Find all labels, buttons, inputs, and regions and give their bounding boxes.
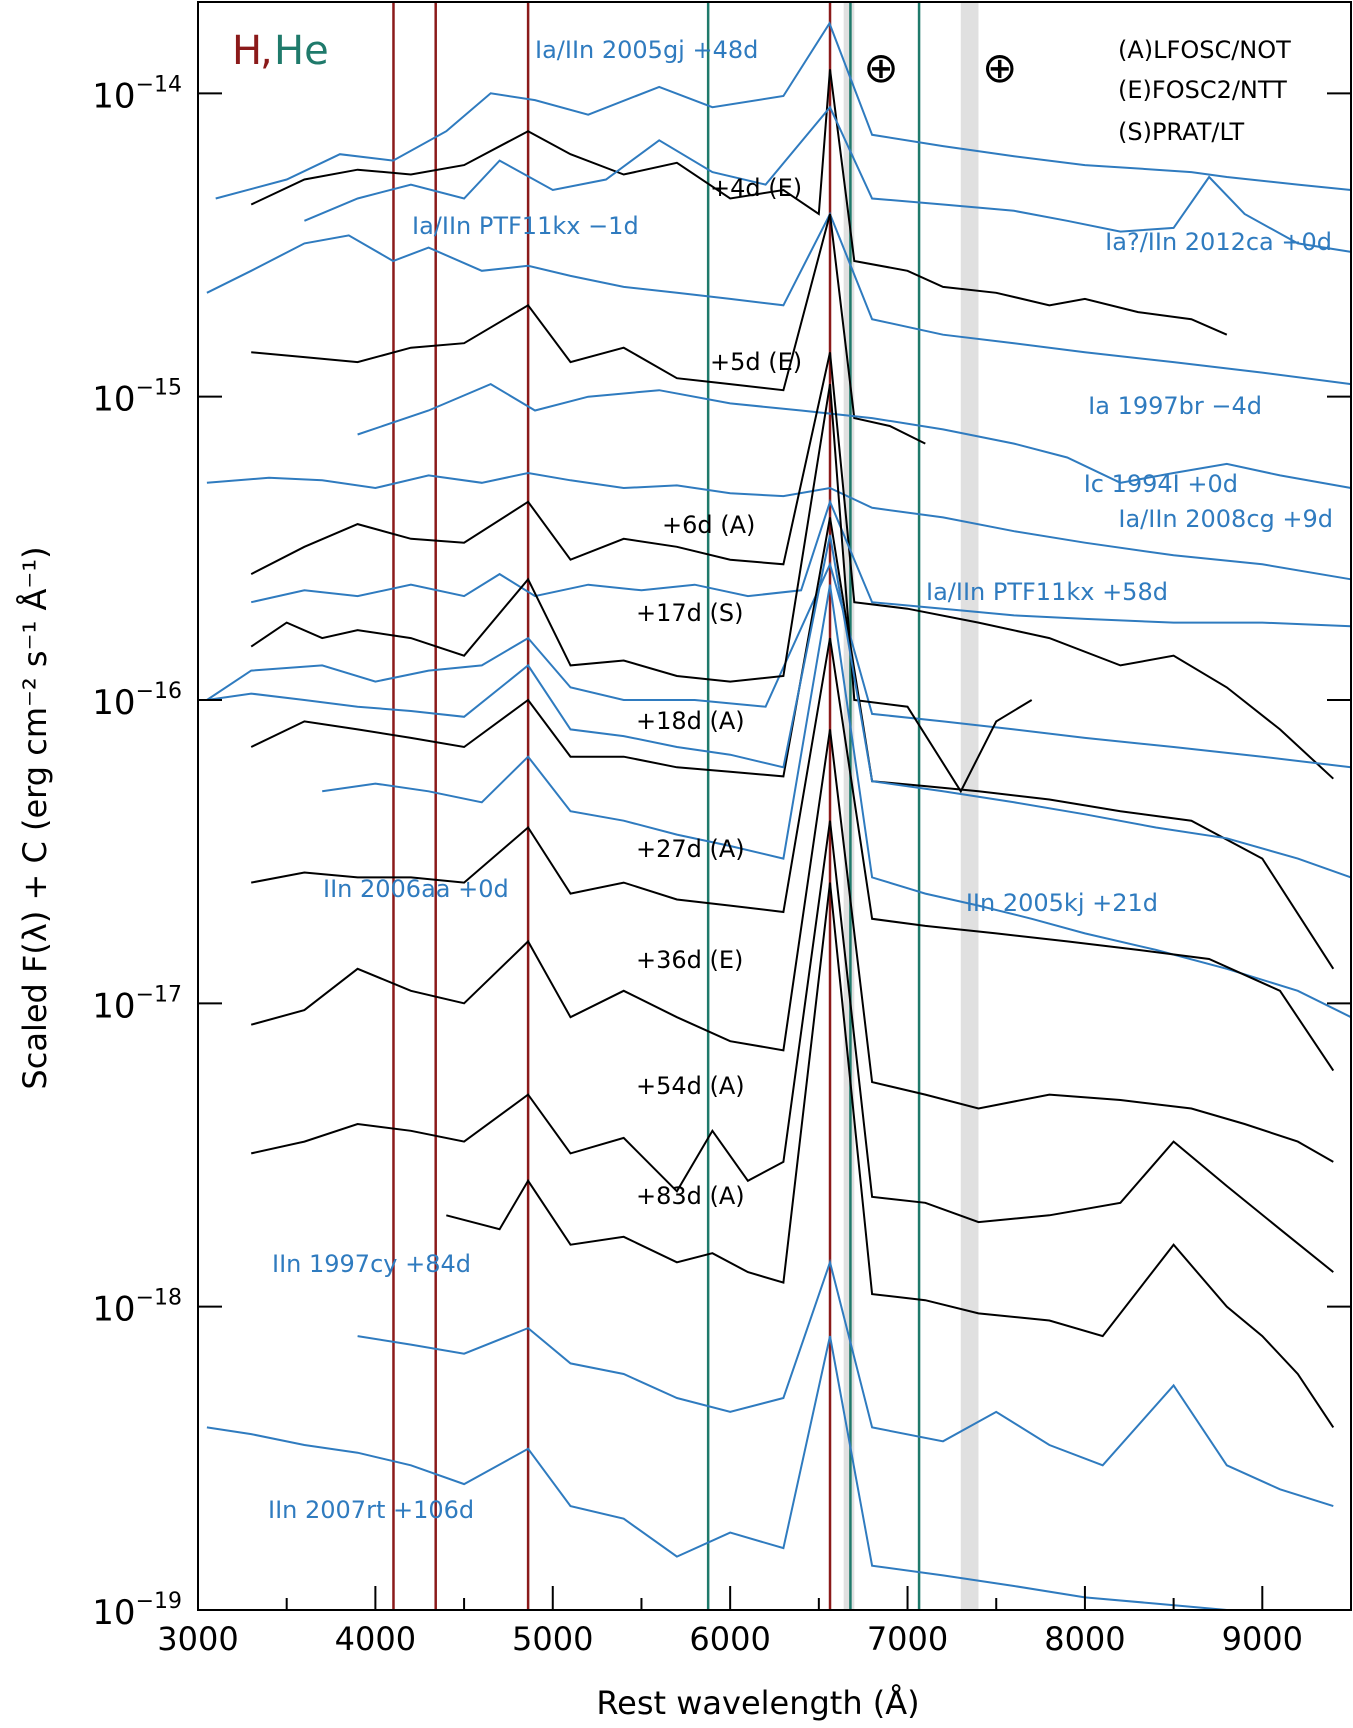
spectrum-line-11 — [250, 517, 1335, 970]
spectra-series — [206, 21, 1352, 1611]
spectrum-line-7 — [250, 352, 1334, 780]
element-key: H , He — [232, 28, 329, 74]
spectrum-label-3: Ia/IIn PTF11kx −1d — [412, 212, 639, 240]
axes: 3000 4000 5000 6000 7000 8000 9000 10−14 10−15 10… — [92, 72, 1351, 1658]
spectrum-label-9: Ia/IIn PTF11kx +58d — [926, 578, 1168, 606]
y-tick-label-2: 10−16 — [92, 679, 182, 723]
spectrum-line-5 — [357, 382, 1352, 489]
key-comma: , — [260, 28, 273, 74]
instrument-legend-s: (S)PRAT/LT — [1118, 118, 1245, 146]
spectrum-line-18 — [357, 1258, 1334, 1508]
he-key-label: He — [274, 28, 329, 74]
instrument-legend: (A)LFOSC/NOT (E)FOSC2/NTT (S)PRAT/LT — [1118, 36, 1291, 146]
spectrum-label-0: Ia/IIn 2005gj +48d — [535, 36, 758, 64]
y-axis-label: Scaled F(λ) + C (erg cm⁻² s⁻¹ Å⁻¹) — [16, 546, 54, 1089]
spectrum-line-17 — [446, 882, 1335, 1428]
h-key-label: H — [232, 28, 262, 74]
y-tick-label-5: 10−19 — [92, 1589, 182, 1633]
spectrum-label-12: IIn 2005kj +21d — [966, 889, 1158, 917]
x-tick-label-6000: 6000 — [689, 1620, 770, 1658]
spectrum-label-14: +27d (A) — [636, 835, 745, 863]
y-tick-label-1: 10−15 — [92, 376, 182, 420]
spectrum-label-6: Ic 1994I +0d — [1084, 470, 1238, 498]
spectrum-line-14 — [251, 637, 1335, 1072]
telluric-bands: ⊕ ⊕ — [843, 2, 1017, 1610]
x-axis-label: Rest wavelength (Å) — [596, 1684, 919, 1722]
spectrum-label-5: Ia 1997br −4d — [1088, 392, 1262, 420]
instrument-legend-a: (A)LFOSC/NOT — [1118, 36, 1291, 64]
y-tick-label-4: 10−18 — [92, 1286, 182, 1330]
spectrum-label-2: Ia?/IIn 2012ca +0d — [1105, 228, 1332, 256]
y-tick-label-3: 10−17 — [92, 982, 182, 1026]
spectrum-line-16 — [250, 820, 1334, 1273]
spectrum-label-19: IIn 2007rt +106d — [268, 1496, 474, 1524]
spectrum-line-10 — [250, 383, 1033, 794]
series-labels: Ia/IIn 2005gj +48d +4d (E) Ia?/IIn 2012ca … — [268, 36, 1333, 1524]
line-identification-markers — [392, 2, 921, 1610]
spectrum-label-18: IIn 1997cy +84d — [272, 1250, 471, 1278]
spectrum-label-7: +6d (A) — [662, 511, 755, 539]
spectrum-line-3 — [206, 211, 1352, 386]
plot-frame — [197, 1, 1352, 1611]
plot-frame-group — [197, 1, 1352, 1611]
spectrum-label-1: +4d (E) — [710, 174, 802, 202]
spectrum-line-6 — [206, 471, 1352, 581]
x-tick-label-3000: 3000 — [157, 1620, 238, 1658]
spectrum-label-11: +18d (A) — [636, 707, 745, 735]
y-tick-label-0: 10−14 — [92, 72, 182, 116]
telluric-band-1 — [960, 2, 979, 1610]
spectrum-label-13: IIn 2006aa +0d — [323, 875, 509, 903]
x-tick-label-9000: 9000 — [1222, 1620, 1303, 1658]
telluric-band-0 — [843, 2, 855, 1610]
x-tick-label-7000: 7000 — [867, 1620, 948, 1658]
spectrum-line-0 — [215, 21, 1352, 200]
spectrum-line-8 — [250, 498, 1352, 628]
spectrum-line-12 — [322, 584, 1352, 1019]
x-tick-label-8000: 8000 — [1044, 1620, 1125, 1658]
telluric-symbol-0: ⊕ — [863, 43, 898, 92]
spectrum-line-15 — [250, 729, 1334, 1163]
spectrum-label-8: Ia/IIn 2008cg +9d — [1118, 505, 1333, 533]
x-tick-label-4000: 4000 — [335, 1620, 416, 1658]
spectrum-label-16: +54d (A) — [636, 1072, 745, 1100]
spectrum-label-4: +5d (E) — [710, 348, 802, 376]
x-tick-label-5000: 5000 — [512, 1620, 593, 1658]
spectrum-line-9 — [206, 561, 1352, 769]
spectrum-label-10: +17d (S) — [636, 599, 743, 627]
telluric-symbol-1: ⊕ — [982, 43, 1017, 92]
spectrum-line-13 — [206, 534, 1352, 879]
instrument-legend-e: (E)FOSC2/NTT — [1118, 76, 1287, 104]
spectrum-label-15: +36d (E) — [636, 946, 743, 974]
spectrum-line-2 — [304, 105, 1352, 253]
spectrum-line-19 — [206, 1335, 1351, 1611]
spectrum-line-1 — [250, 69, 1228, 336]
spectrum-line-4 — [251, 213, 926, 445]
spectrum-label-17: +83d (A) — [636, 1182, 745, 1210]
